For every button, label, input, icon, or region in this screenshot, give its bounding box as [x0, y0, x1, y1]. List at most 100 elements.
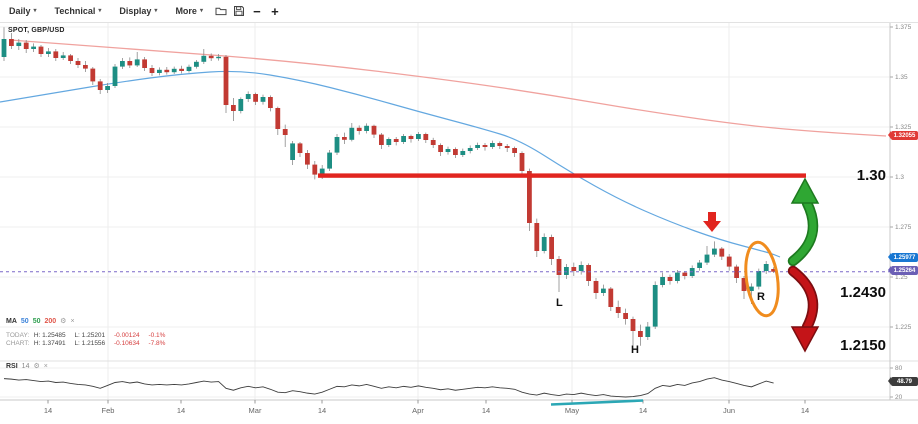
candle: [519, 153, 525, 171]
open-folder-icon[interactable]: [212, 2, 230, 20]
candle: [356, 127, 362, 131]
chevron-down-icon: ▾: [33, 8, 37, 14]
more-menu[interactable]: More ▾: [166, 6, 212, 16]
ma-indicator-legend: MA 50 50 200 ⚙ ×: [6, 317, 75, 326]
candle: [467, 148, 473, 151]
candle: [238, 99, 244, 111]
candle: [682, 272, 688, 276]
candle: [608, 288, 614, 307]
candle: [549, 237, 554, 259]
svg-text:14: 14: [801, 406, 809, 415]
candle: [75, 61, 81, 65]
candle: [223, 56, 229, 105]
svg-text:1.375: 1.375: [895, 24, 912, 31]
candle: [16, 42, 22, 46]
candle: [231, 105, 236, 111]
candle: [667, 277, 673, 281]
candle: [393, 139, 399, 142]
candle: [305, 153, 310, 165]
candle: [541, 237, 547, 251]
candle: [134, 59, 140, 66]
svg-text:20: 20: [895, 394, 903, 401]
candle: [593, 281, 599, 293]
zoom-out-button[interactable]: −: [253, 3, 261, 19]
candle: [364, 125, 369, 131]
svg-text:14: 14: [44, 406, 52, 415]
rsi-line: [3, 377, 774, 398]
zoom-in-button[interactable]: +: [271, 3, 279, 19]
gear-icon[interactable]: ⚙: [33, 363, 40, 370]
candle: [216, 56, 221, 59]
candle: [564, 267, 569, 275]
candle: [186, 66, 192, 71]
candle: [379, 134, 384, 145]
svg-text:14: 14: [318, 406, 326, 415]
symbol-label: SPOT, GBP/USD: [8, 27, 65, 34]
candle: [586, 265, 591, 281]
ma-param-200: 200: [44, 317, 57, 325]
candle: [749, 286, 754, 291]
last-price-badge: 1.25264: [888, 266, 918, 275]
stats-row-chart: CHART: H: 1.37491 L: 1.21556 -0.10634 -7…: [6, 340, 166, 347]
candle: [97, 81, 103, 90]
candle: [630, 319, 636, 331]
candle: [645, 326, 651, 337]
candles: [1, 27, 776, 346]
candle: [275, 108, 281, 129]
rsi-legend-name: RSI: [6, 362, 18, 370]
candle: [208, 55, 214, 59]
price-axis[interactable]: 1.375 1.35 1.325 1.3 1.275 1.25 1.225 80 20: [890, 24, 912, 401]
candle: [386, 139, 392, 145]
candle: [660, 277, 665, 285]
ma-param-50: 50: [20, 317, 29, 325]
svg-text:1.275: 1.275: [895, 224, 912, 231]
gridlines: [0, 22, 890, 400]
close-icon[interactable]: ×: [43, 362, 48, 370]
candle: [704, 254, 710, 263]
more-menu-label: More: [175, 6, 197, 16]
right-shoulder-label: R: [757, 291, 765, 303]
candle: [312, 164, 318, 175]
close-icon[interactable]: ×: [70, 317, 75, 325]
candle: [268, 97, 273, 108]
candle: [179, 68, 184, 71]
candle: [349, 127, 355, 140]
candle: [164, 69, 170, 73]
ma200-price-badge: 1.32055: [888, 131, 918, 140]
candle: [1, 39, 7, 57]
gear-icon[interactable]: ⚙: [60, 318, 67, 325]
candle: [578, 265, 584, 271]
candle: [416, 134, 421, 139]
candle: [46, 51, 51, 54]
candle: [120, 61, 125, 67]
candle: [460, 151, 466, 155]
time-axis[interactable]: 14 Feb 14 Mar 14 Apr 14 May 14 Jun 14: [44, 400, 809, 415]
candle: [675, 272, 680, 281]
price-stats: TODAY: H: 1.25485 L: 1.25201 -0.00124 -0…: [6, 332, 172, 348]
candle: [105, 86, 110, 90]
rsi-value-badge: 48.79: [888, 377, 918, 386]
candle: [438, 145, 443, 152]
candle: [9, 39, 14, 46]
candle: [408, 136, 414, 139]
level-label-1-2150: 1.2150: [840, 337, 886, 354]
candle: [615, 307, 621, 313]
display-menu[interactable]: Display ▾: [110, 6, 166, 16]
stats-row-today: TODAY: H: 1.25485 L: 1.25201 -0.00124 -0…: [6, 332, 166, 339]
chevron-down-icon: ▾: [199, 8, 203, 14]
candle: [142, 59, 147, 68]
candle: [171, 68, 177, 73]
display-menu-label: Display: [119, 6, 152, 16]
candle: [756, 271, 762, 287]
candle: [149, 68, 155, 73]
interval-menu[interactable]: Daily ▾: [0, 6, 46, 16]
candle: [638, 331, 643, 337]
ma-legend-name: MA: [6, 317, 17, 325]
candle: [253, 94, 258, 102]
technical-menu[interactable]: Technical ▾: [46, 6, 111, 16]
save-icon[interactable]: [230, 2, 248, 20]
svg-text:Jun: Jun: [723, 406, 735, 415]
candle: [527, 171, 532, 223]
